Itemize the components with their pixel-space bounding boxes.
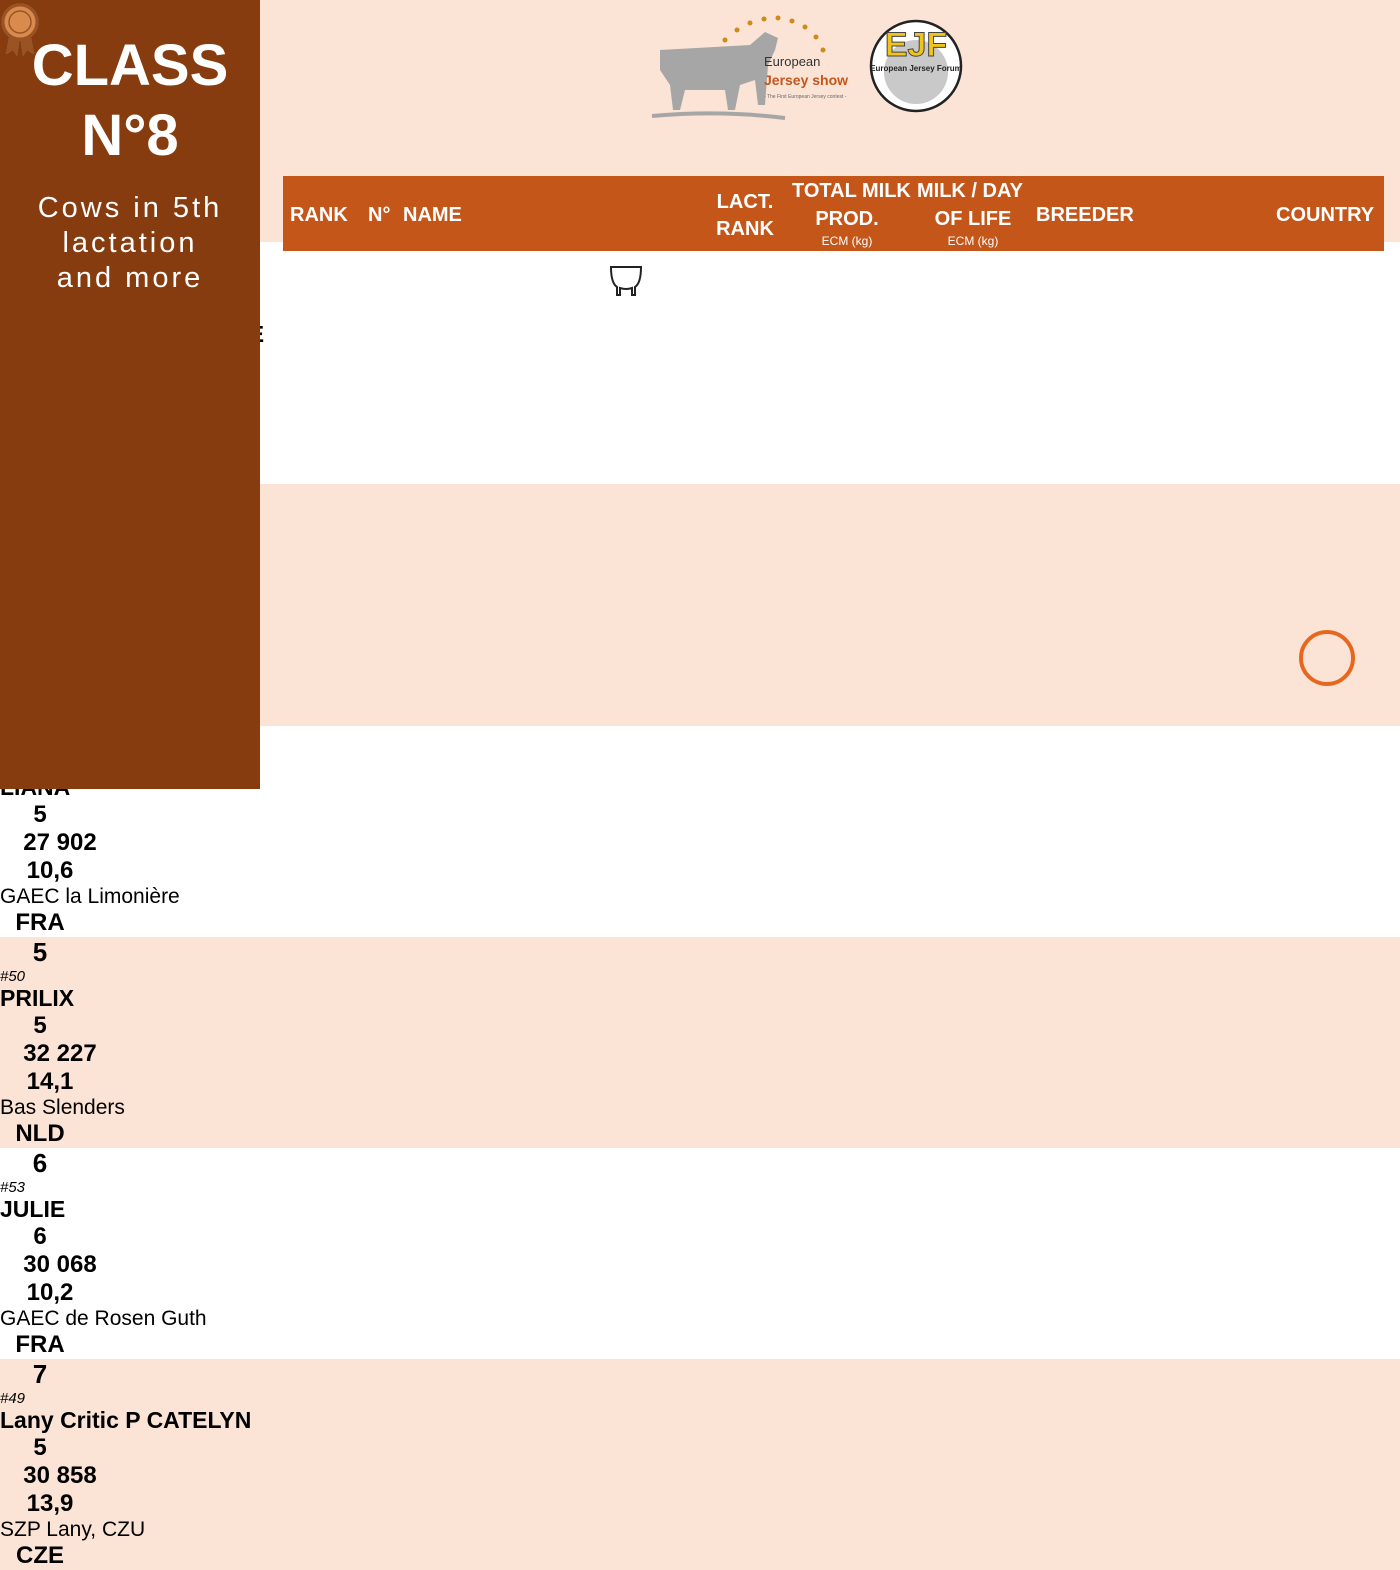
header-cell: COUNTRY <box>1276 204 1375 226</box>
udder-icon <box>609 266 643 296</box>
country: CZE <box>16 1542 64 1569</box>
table-row: 5 #50 PRILIX 5 32 227 14,1 Bas Slenders NLD <box>0 937 1400 1148</box>
breeder: Bas Slenders <box>0 1096 125 1119</box>
ground <box>651 111 786 120</box>
breeder: SZP Lany, CZU <box>0 1518 146 1541</box>
logo-text: Jersey show <box>764 72 848 88</box>
breeder: GAEC de Rosen Guth <box>0 1307 207 1330</box>
table-row: 7 #49 Lany Critic P CATELYN 5 30 858 13,9 SZP … <box>0 1359 1400 1570</box>
header-unit: ECM (kg) <box>947 234 999 248</box>
subtitle: Cows in 5th <box>37 192 223 224</box>
milk-per-day: 14,1 <box>26 1068 74 1095</box>
subtitle: lactation <box>62 227 198 259</box>
subtitle: and more <box>56 262 204 294</box>
entry-number: #50 <box>0 968 26 985</box>
country: FRA <box>15 909 65 936</box>
lactation-rank: 5 <box>33 1012 47 1039</box>
logos: European Jersey show - The First Europea… <box>651 15 963 120</box>
logo-tagline: - The First European Jersey contest - <box>764 94 847 100</box>
milk-per-day: 10,2 <box>26 1279 74 1306</box>
class-title: CLASS <box>31 33 229 98</box>
lactation-rank: 6 <box>33 1223 47 1250</box>
header-cell: RANK <box>716 218 774 240</box>
total-milk: 27 902 <box>23 829 97 856</box>
total-milk: 32 227 <box>23 1040 97 1067</box>
lactation-rank: 5 <box>33 801 47 828</box>
sidebar: CLASS N°8 Cows in 5th lactation and more <box>0 0 260 789</box>
milk-per-day: 10,6 <box>26 857 74 884</box>
highlight-circle <box>1299 630 1355 686</box>
header-cell: BREEDER <box>1036 204 1134 226</box>
rank: 5 <box>32 937 48 967</box>
header-cell: MILK / DAY <box>917 180 1023 202</box>
cow-name: PRILIX <box>0 985 75 1011</box>
breeder: GAEC la Limonière <box>0 885 180 908</box>
header-cell: PROD. <box>815 208 879 230</box>
forum-initials: EJF <box>885 26 947 64</box>
milk-per-day: 13,9 <box>26 1490 74 1517</box>
cow-name: JULIE <box>0 1196 66 1222</box>
entry-number: #53 <box>0 1179 26 1196</box>
stars <box>722 15 826 53</box>
medal-icon <box>1 3 39 56</box>
logo-text: European <box>764 54 820 69</box>
country: FRA <box>15 1331 65 1358</box>
cow-name: Lany Critic P CATELYN <box>0 1407 252 1433</box>
total-milk: 30 068 <box>23 1251 97 1278</box>
rank: 7 <box>32 1359 48 1389</box>
forum-globe <box>884 40 948 104</box>
cow-silhouette <box>660 32 778 110</box>
header-unit: ECM (kg) <box>821 234 873 248</box>
lactation-rank: 5 <box>33 1434 47 1461</box>
header-cell: RANK <box>290 204 348 226</box>
header-cell: N° <box>368 204 391 226</box>
table-header: RANK N° NAME LACT. RANK TOTAL MILK PROD.… <box>283 176 1384 251</box>
header-cell: OF LIFE <box>934 208 1012 230</box>
header-cell: NAME <box>403 204 462 226</box>
header-cell: LACT. <box>716 191 774 213</box>
entry-number: #49 <box>0 1390 26 1407</box>
header-cell: TOTAL MILK <box>792 180 911 202</box>
table-row: 6 #53 JULIE 6 30 068 10,2 GAEC de Rosen Guth FR… <box>0 1148 1400 1359</box>
total-milk: 30 858 <box>23 1462 97 1489</box>
class-number: N°8 <box>81 103 179 168</box>
country: NLD <box>15 1120 65 1147</box>
forum-name: European Jersey Forum <box>870 64 962 73</box>
rank: 6 <box>32 1148 48 1178</box>
